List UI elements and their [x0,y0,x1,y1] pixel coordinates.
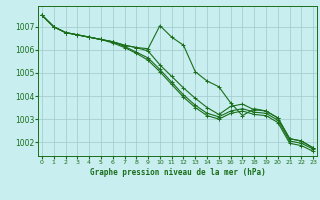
X-axis label: Graphe pression niveau de la mer (hPa): Graphe pression niveau de la mer (hPa) [90,168,266,177]
